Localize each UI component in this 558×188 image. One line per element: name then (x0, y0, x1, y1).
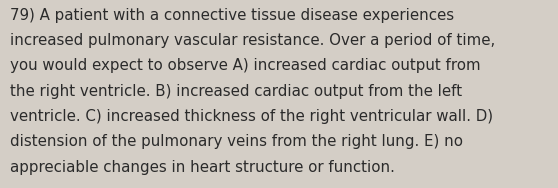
Text: distension of the pulmonary veins from the right lung. E) no: distension of the pulmonary veins from t… (10, 134, 463, 149)
Text: you would expect to observe A) increased cardiac output from: you would expect to observe A) increased… (10, 58, 480, 73)
Text: 79) A patient with a connective tissue disease experiences: 79) A patient with a connective tissue d… (10, 8, 454, 23)
Text: ventricle. C) increased thickness of the right ventricular wall. D): ventricle. C) increased thickness of the… (10, 109, 493, 124)
Text: appreciable changes in heart structure or function.: appreciable changes in heart structure o… (10, 160, 395, 175)
Text: the right ventricle. B) increased cardiac output from the left: the right ventricle. B) increased cardia… (10, 84, 462, 99)
Text: increased pulmonary vascular resistance. Over a period of time,: increased pulmonary vascular resistance.… (10, 33, 496, 48)
